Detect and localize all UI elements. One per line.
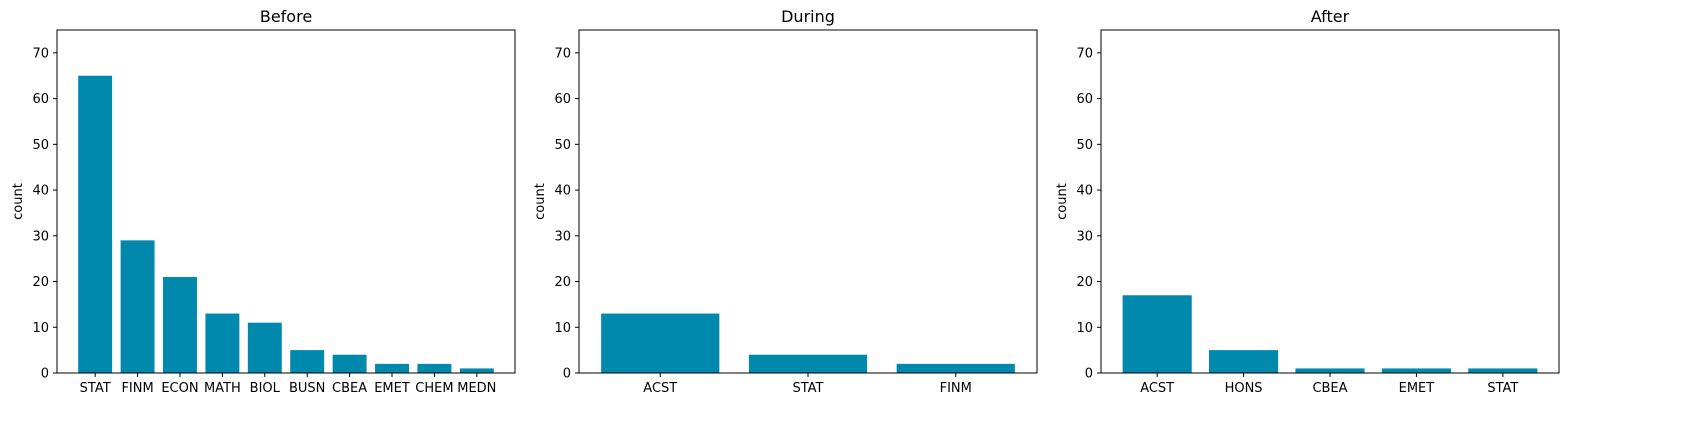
- bar-stat: [748, 354, 868, 373]
- y-tick-label: 30: [32, 229, 49, 244]
- chart-title: After: [1311, 7, 1350, 26]
- x-tick-label: CBEA: [1312, 381, 1347, 396]
- bar-chem: [417, 363, 452, 373]
- y-tick-label: 40: [32, 184, 49, 199]
- axes-frame: [1100, 29, 1560, 374]
- x-tick-label: STAT: [792, 381, 823, 396]
- bar-econ: [163, 276, 197, 373]
- bar-cbea: [332, 354, 367, 373]
- bar-hons: [1209, 350, 1279, 373]
- x-tick-label: CHEM: [415, 381, 453, 396]
- bar-emet: [375, 363, 409, 373]
- y-tick-label: 40: [1076, 184, 1093, 199]
- y-tick-label: 10: [1076, 321, 1093, 336]
- x-tick-label: CBEA: [332, 381, 367, 396]
- x-tick-label: BIOL: [250, 381, 281, 396]
- x-tick-label: FINM: [121, 381, 153, 396]
- bar-biol: [247, 322, 282, 373]
- y-tick-label: 0: [1085, 367, 1093, 382]
- y-tick-label: 20: [554, 275, 571, 290]
- bar-finm: [896, 363, 1015, 373]
- bar-emet: [1381, 368, 1451, 373]
- bar-finm: [120, 240, 155, 373]
- bar-medn: [459, 368, 494, 373]
- bar-cbea: [1295, 368, 1365, 373]
- chart-panel-before: Before count STAT FINM ECON MATH BIOL BUSN CBE…: [11, 7, 516, 396]
- y-tick-label: 20: [32, 275, 49, 290]
- axes-frame: [56, 29, 516, 374]
- y-tick-label: 40: [554, 184, 571, 199]
- y-tick-label: 60: [554, 92, 571, 107]
- x-tick-label: MATH: [204, 381, 241, 396]
- x-tick-label: ACST: [643, 381, 677, 396]
- y-tick-label: 60: [32, 92, 49, 107]
- chart-title: Before: [260, 7, 312, 26]
- x-tick-label: EMET: [1399, 381, 1435, 396]
- y-axis-label: count: [533, 183, 548, 220]
- y-tick-label: 0: [41, 367, 49, 382]
- bar-acst: [1122, 295, 1192, 373]
- x-tick-label: ACST: [1140, 381, 1174, 396]
- chart-title: During: [781, 7, 835, 26]
- x-tick-label: HONS: [1225, 381, 1263, 396]
- y-tick-label: 70: [554, 46, 571, 61]
- y-tick-label: 30: [554, 229, 571, 244]
- y-tick-label: 50: [554, 138, 571, 153]
- y-tick-label: 70: [32, 46, 49, 61]
- bar-math: [205, 313, 240, 373]
- x-tick-label: EMET: [374, 381, 410, 396]
- axes-frame: [578, 29, 1038, 374]
- x-tick-label: MEDN: [457, 381, 496, 396]
- y-tick-label: 30: [1076, 229, 1093, 244]
- x-tick-label: ECON: [161, 381, 198, 396]
- y-axis-label: count: [11, 183, 26, 220]
- y-tick-label: 50: [32, 138, 49, 153]
- y-tick-label: 70: [1076, 46, 1093, 61]
- bar-stat: [78, 75, 113, 373]
- bar-stat: [1468, 368, 1538, 373]
- bar-acst: [601, 313, 720, 373]
- x-tick-label: STAT: [1487, 381, 1518, 396]
- y-tick-label: 60: [1076, 92, 1093, 107]
- x-tick-label: FINM: [940, 381, 972, 396]
- chart-panel-during: During count ACST STAT FINM 0 10 20 30 40 50 60 70: [533, 7, 1038, 396]
- y-tick-label: 50: [1076, 138, 1093, 153]
- y-tick-label: 10: [32, 321, 49, 336]
- y-tick-label: 0: [563, 367, 571, 382]
- bar-busn: [290, 350, 325, 373]
- y-tick-label: 20: [1076, 275, 1093, 290]
- x-tick-label: BUSN: [289, 381, 325, 396]
- y-axis-label: count: [1055, 183, 1070, 220]
- x-tick-label: STAT: [80, 381, 111, 396]
- y-tick-label: 10: [554, 321, 571, 336]
- chart-panel-after: After count ACST HONS CBEA EMET STAT 0 10 20 30 4…: [1055, 7, 1560, 396]
